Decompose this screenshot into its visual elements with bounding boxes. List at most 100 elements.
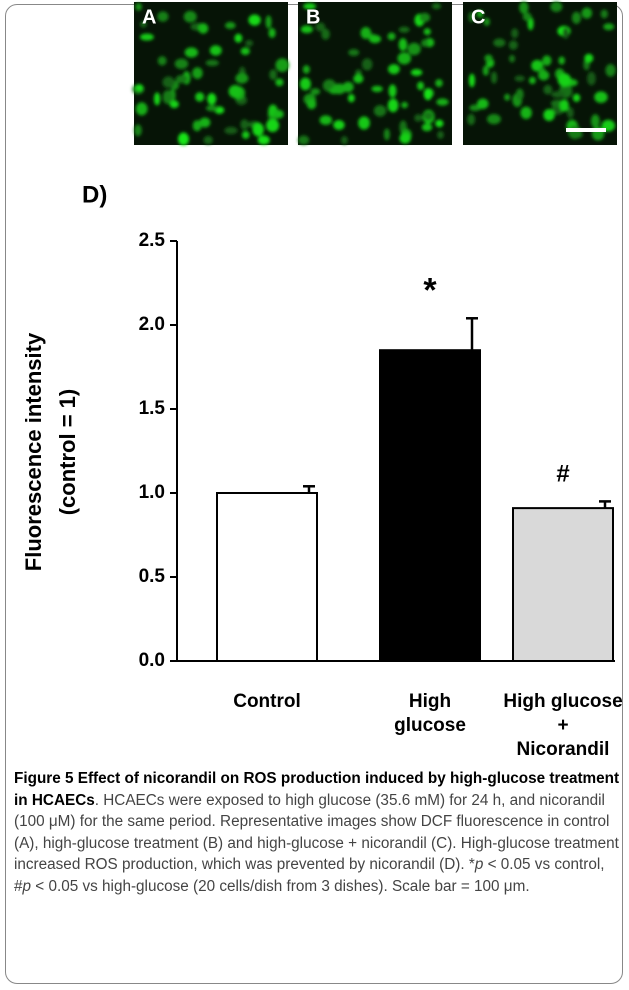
cell bbox=[411, 69, 422, 76]
cell bbox=[245, 40, 253, 47]
bar bbox=[513, 508, 613, 661]
cell bbox=[417, 82, 424, 91]
cell bbox=[509, 55, 515, 63]
cell bbox=[140, 33, 154, 40]
cell bbox=[388, 99, 399, 113]
x-tick-label: glucose bbox=[394, 715, 466, 736]
annotation: * bbox=[423, 271, 437, 309]
cell bbox=[192, 67, 203, 79]
y-tick-label: 0.5 bbox=[139, 566, 166, 587]
cell bbox=[603, 23, 614, 30]
bar bbox=[380, 350, 480, 661]
cell bbox=[369, 35, 381, 43]
cell bbox=[563, 27, 569, 39]
cell bbox=[358, 116, 370, 129]
cell bbox=[178, 133, 189, 146]
cell bbox=[298, 135, 309, 144]
cell bbox=[371, 86, 382, 92]
cell bbox=[432, 3, 441, 9]
cell bbox=[436, 98, 448, 105]
cell bbox=[157, 11, 168, 21]
cell bbox=[422, 123, 432, 131]
y-axis-label: (control = 1) bbox=[55, 389, 80, 516]
y-axis-label: Fluorescence intensity bbox=[21, 332, 46, 571]
cell bbox=[408, 43, 421, 55]
cell bbox=[163, 90, 173, 104]
cell bbox=[550, 2, 562, 12]
micrograph bbox=[134, 2, 288, 145]
cell bbox=[374, 105, 386, 116]
cell bbox=[414, 114, 422, 122]
cell bbox=[206, 60, 219, 66]
caption-text: p bbox=[23, 878, 32, 895]
bar bbox=[217, 493, 317, 661]
y-tick-label: 0.0 bbox=[139, 650, 165, 671]
cell bbox=[154, 92, 160, 105]
cell bbox=[136, 102, 148, 115]
cell bbox=[273, 110, 284, 119]
cell bbox=[275, 58, 289, 72]
cell bbox=[235, 73, 248, 84]
cell bbox=[388, 64, 400, 74]
x-tick-label: Nicorandil bbox=[517, 739, 610, 760]
x-tick-label: High glucose bbox=[503, 691, 622, 712]
cell bbox=[388, 32, 396, 40]
x-tick-label: + bbox=[557, 715, 568, 736]
y-tick-label: 2.0 bbox=[139, 314, 165, 335]
cell bbox=[210, 45, 222, 55]
y-tick-label: 1.0 bbox=[139, 482, 165, 503]
cell bbox=[343, 82, 354, 93]
cell bbox=[361, 27, 372, 39]
cell bbox=[435, 120, 443, 128]
cell bbox=[207, 93, 216, 105]
cell bbox=[303, 65, 310, 74]
cell bbox=[134, 124, 142, 136]
cell bbox=[240, 119, 248, 129]
cell bbox=[424, 28, 431, 35]
cell bbox=[184, 11, 197, 23]
cell bbox=[341, 136, 348, 144]
cell bbox=[542, 55, 551, 65]
cell bbox=[467, 114, 475, 125]
cell bbox=[584, 54, 593, 63]
cell bbox=[176, 75, 188, 83]
cell bbox=[175, 59, 188, 69]
cell bbox=[300, 78, 311, 91]
cell bbox=[275, 78, 283, 86]
cell bbox=[362, 58, 373, 70]
cell bbox=[397, 52, 411, 64]
panel-label: A bbox=[142, 6, 156, 28]
caption-text: < 0.05 vs high-glucose (20 cells/dish fr… bbox=[31, 878, 530, 895]
cell bbox=[389, 84, 397, 97]
cell bbox=[605, 64, 615, 77]
cell bbox=[487, 114, 501, 124]
cell bbox=[514, 75, 524, 81]
cell bbox=[185, 47, 198, 57]
cell bbox=[421, 39, 428, 47]
cell bbox=[384, 128, 390, 140]
cell bbox=[193, 120, 202, 131]
cell bbox=[198, 23, 208, 33]
cell bbox=[399, 133, 410, 144]
cell bbox=[493, 39, 505, 47]
cell bbox=[591, 114, 600, 128]
cell bbox=[543, 85, 552, 95]
cell bbox=[266, 15, 272, 28]
cell bbox=[329, 88, 339, 94]
cell bbox=[224, 127, 237, 135]
cell bbox=[484, 54, 492, 61]
cell bbox=[333, 120, 344, 130]
cell bbox=[252, 123, 263, 137]
cell bbox=[248, 15, 260, 26]
panel-label: B bbox=[306, 6, 320, 28]
cell bbox=[229, 85, 242, 98]
panel-label: C bbox=[471, 6, 485, 28]
cell bbox=[225, 22, 236, 29]
cell bbox=[477, 98, 488, 109]
cell bbox=[601, 10, 608, 19]
cell bbox=[543, 109, 554, 121]
cell bbox=[491, 71, 497, 83]
cell bbox=[558, 73, 571, 86]
cell bbox=[437, 131, 444, 139]
cell bbox=[135, 3, 142, 11]
